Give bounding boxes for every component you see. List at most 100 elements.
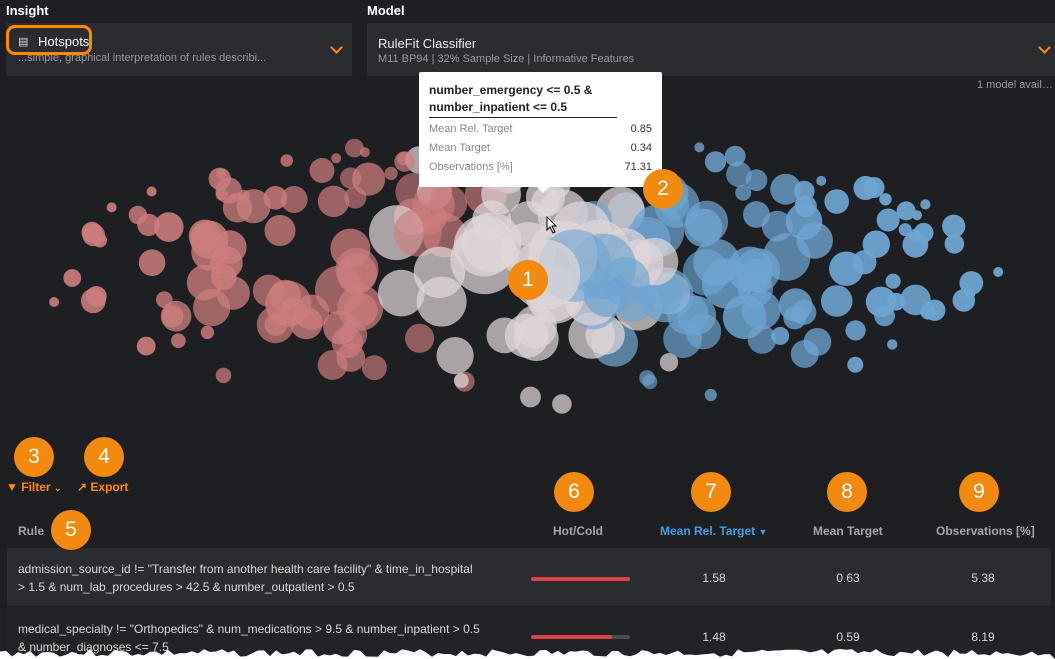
hotspot-bubble[interactable] <box>520 386 541 408</box>
hotspot-bubble[interactable] <box>879 193 892 206</box>
hotspot-bubble[interactable] <box>816 175 827 186</box>
table-row[interactable]: medical_specialty != "Orthopedics" & num… <box>7 607 1051 657</box>
hotspot-bubble[interactable] <box>770 173 802 205</box>
export-button[interactable]: ↗ Export <box>77 480 129 494</box>
hotspot-bubble[interactable] <box>920 199 931 210</box>
hotspot-bubble[interactable] <box>359 147 370 158</box>
hotspot-bubble[interactable] <box>352 162 386 196</box>
hotspot-bubble[interactable] <box>361 355 387 381</box>
hotspot-bubble[interactable] <box>724 145 746 167</box>
sort-desc-icon: ▼ <box>758 527 768 537</box>
hotspot-bubble[interactable] <box>942 214 966 238</box>
hotspot-bubble[interactable] <box>336 253 378 294</box>
hotspot-bubble[interactable] <box>106 202 117 213</box>
hotspot-bubble[interactable] <box>704 388 717 402</box>
hotspot-bubble[interactable] <box>944 234 965 254</box>
hotspot-bubble[interactable] <box>394 151 415 172</box>
hotspot-bubble[interactable] <box>136 336 156 356</box>
export-icon: ↗ <box>77 480 88 494</box>
hotspot-bubble[interactable] <box>847 356 864 373</box>
hotspot-bubble[interactable] <box>803 328 832 356</box>
hotspot-bubble[interactable] <box>215 367 232 384</box>
hotspot-bubble[interactable] <box>829 251 864 286</box>
hotspot-bubble[interactable] <box>405 323 435 353</box>
hotspot-bubble[interactable] <box>845 320 866 341</box>
mean-rel-target-value: 1.48 <box>702 630 726 644</box>
hotspot-bubble[interactable] <box>331 153 342 164</box>
model-name: RuleFit Classifier <box>378 36 477 51</box>
table-row[interactable]: admission_source_id != "Transfer from an… <box>7 548 1051 606</box>
hotspot-bubble[interactable] <box>215 188 228 201</box>
hotspot-bubble[interactable] <box>735 184 752 201</box>
hotspot-bubble[interactable] <box>317 185 350 218</box>
hot-cold-bar <box>531 577 630 581</box>
hotspot-bubble[interactable] <box>209 246 243 280</box>
insight-selected-pill[interactable]: ▤ Hotspots <box>6 25 92 55</box>
hotspot-bubble[interactable] <box>682 249 730 296</box>
hotspot-bubble[interactable] <box>160 300 192 332</box>
hotspot-bubble[interactable] <box>684 208 723 247</box>
hotspot-bubble[interactable] <box>436 337 474 375</box>
hotspot-bubble[interactable] <box>726 161 752 188</box>
column-header-rule[interactable]: Rule <box>18 524 45 538</box>
hotspot-bubble[interactable] <box>137 213 160 237</box>
hotspot-bubble[interactable] <box>378 269 425 317</box>
hotspot-bubble[interactable] <box>236 189 271 224</box>
model-select[interactable]: RuleFit Classifier M11 BP94 | 32% Sample… <box>367 23 1055 76</box>
hotspot-bubble[interactable] <box>86 286 107 307</box>
hotspot-bubble[interactable] <box>900 284 931 316</box>
hotspot-bubble[interactable] <box>552 394 572 414</box>
hotspot-bubble[interactable] <box>280 186 308 213</box>
hotspot-bubble[interactable] <box>216 276 250 310</box>
hotspot-bubble[interactable] <box>885 273 901 289</box>
hotspot-bubble[interactable] <box>63 269 82 287</box>
hotspot-bubble[interactable] <box>745 169 768 192</box>
hotspot-bubble[interactable] <box>450 225 519 295</box>
observations-value: 8.19 <box>971 630 995 644</box>
hotspot-bubble[interactable] <box>171 333 186 349</box>
hotspot-bubble[interactable] <box>824 189 849 214</box>
hotspot-bubble[interactable] <box>486 317 523 354</box>
hotspot-bubble[interactable] <box>853 175 878 201</box>
callout-badge: 8 <box>827 472 867 512</box>
hotspot-bubble[interactable] <box>896 201 916 221</box>
column-header-hot-cold[interactable]: Hot/Cold <box>553 524 603 538</box>
hotspot-bubble[interactable] <box>344 186 367 209</box>
hotspot-bubble[interactable] <box>345 138 364 158</box>
hotspot-bubble[interactable] <box>269 279 301 312</box>
hotspot-bubble[interactable] <box>778 288 813 322</box>
hotspot-bubble[interactable] <box>92 233 108 248</box>
hotspot-bubble[interactable] <box>898 223 912 237</box>
hotspot-bubble[interactable] <box>384 166 398 180</box>
column-header-observations[interactable]: Observations [%] <box>936 524 1035 538</box>
column-header-mean-rel-target[interactable]: Mean Rel. Target ▼ <box>660 524 768 538</box>
hotspot-bubble[interactable] <box>453 373 469 388</box>
filter-button[interactable]: ▼ Filter ⌄ <box>6 480 62 494</box>
hotspot-bubble[interactable] <box>49 297 60 307</box>
hotspot-bubble[interactable] <box>694 142 705 153</box>
hotspot-bubble[interactable] <box>820 285 853 317</box>
hotspot-bubble[interactable] <box>146 186 157 197</box>
hotspot-bubble[interactable] <box>280 154 294 167</box>
hotspot-bubble[interactable] <box>659 353 679 372</box>
hotspot-bubble[interactable] <box>959 271 984 295</box>
callout-badge: 6 <box>554 472 594 512</box>
column-header-mean-target[interactable]: Mean Target <box>813 524 883 538</box>
hotspot-bubble[interactable] <box>704 151 727 173</box>
hotspot-bubble[interactable] <box>887 339 898 350</box>
hotspot-bubble[interactable] <box>138 249 166 276</box>
hotspot-bubble[interactable] <box>200 325 215 340</box>
hotspot-bubble-chart[interactable] <box>0 0 1055 440</box>
hotspot-bubble[interactable] <box>156 291 173 309</box>
rule-text: admission_source_id != "Transfer from an… <box>18 562 473 594</box>
hotspot-bubble[interactable] <box>309 158 335 183</box>
tooltip-row: Mean Rel. Target 0.85 <box>429 123 652 135</box>
hotspot-bubble[interactable] <box>862 230 890 258</box>
hotspot-bubble[interactable] <box>902 231 929 258</box>
hotspot-bubble[interactable] <box>865 286 897 317</box>
hotspot-bubble[interactable] <box>264 215 296 246</box>
hotspot-bubble[interactable] <box>876 208 900 232</box>
hotspot-bubble[interactable] <box>993 267 1004 277</box>
hotspot-bubble[interactable] <box>639 370 655 386</box>
hotspot-bubble[interactable] <box>154 212 184 242</box>
